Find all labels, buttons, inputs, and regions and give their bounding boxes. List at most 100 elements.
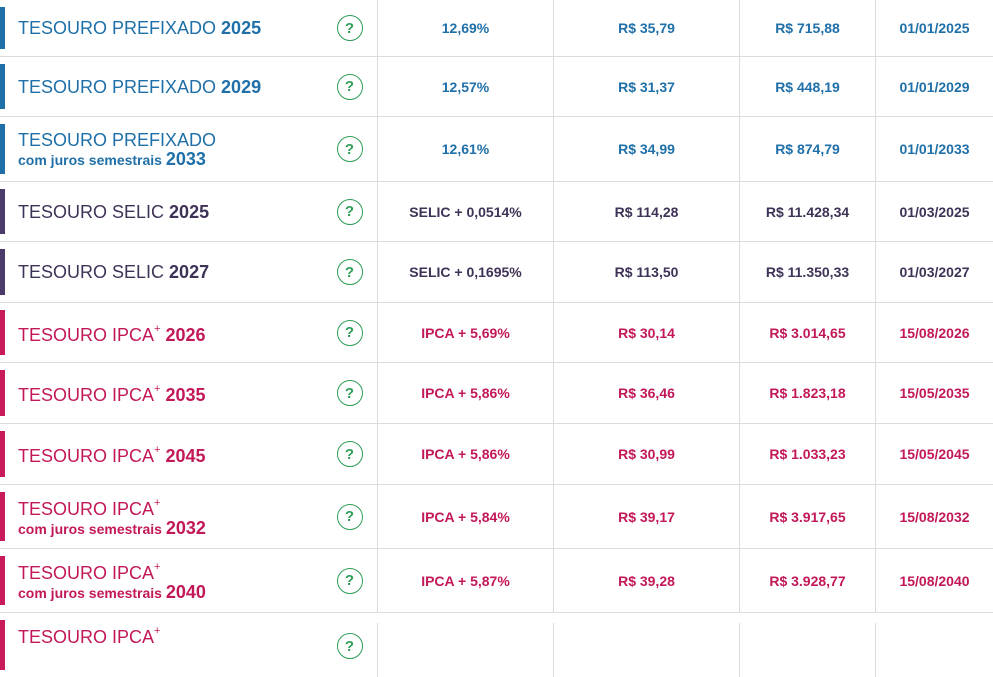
bond-name-superscript: +	[154, 497, 161, 509]
table-row[interactable]: TESOURO PREFIXADO 2029 ? 12,57% R$ 31,37…	[0, 57, 993, 117]
bond-name-superscript: +	[154, 561, 161, 573]
maturity-cell: 01/01/2025	[899, 20, 970, 36]
help-icon[interactable]: ?	[336, 441, 363, 467]
bond-year: 2026	[165, 324, 206, 345]
help-icon[interactable]: ?	[336, 73, 363, 100]
rate-cell: IPCA + 5,87%	[378, 549, 554, 612]
help-icon[interactable]: ?	[336, 15, 363, 41]
rate-cell: 12,57%	[378, 57, 554, 116]
bond-name: TESOURO PREFIXADO	[18, 129, 217, 150]
bond-name: TESOURO PREFIXADO	[18, 76, 217, 97]
bond-subtitle: com juros semestrais	[18, 585, 162, 601]
rate-cell: 12,61%	[378, 117, 554, 181]
category-bar	[0, 64, 5, 109]
unit-price-cell: R$ 1.033,23	[740, 424, 876, 484]
maturity-cell: 01/03/2027	[899, 264, 970, 280]
bond-year: 2040	[165, 582, 206, 602]
rate-cell: 12,69%	[378, 0, 554, 56]
category-bar	[0, 620, 5, 670]
min-investment-cell	[554, 623, 740, 677]
help-icon[interactable]: ?	[336, 198, 363, 225]
min-investment-cell: R$ 30,99	[554, 424, 740, 484]
table-row[interactable]: TESOURO IPCA+ 2026 ? IPCA + 5,69% R$ 30,…	[0, 303, 993, 363]
min-investment-cell: R$ 34,99	[554, 117, 740, 181]
rate-cell: IPCA + 5,86%	[378, 424, 554, 484]
maturity-cell: 01/01/2029	[899, 78, 970, 95]
bond-name: TESOURO IPCA	[18, 499, 155, 519]
rate-cell: SELIC + 0,1695%	[378, 242, 554, 302]
category-bar	[0, 556, 5, 605]
help-icon[interactable]: ?	[336, 319, 363, 346]
min-investment-cell: R$ 113,50	[554, 242, 740, 302]
unit-price-cell	[740, 623, 876, 677]
help-icon[interactable]: ?	[336, 259, 363, 285]
bond-name-cell: TESOURO PREFIXADO com juros semestrais 2…	[0, 117, 322, 181]
min-investment-cell: R$ 31,37	[554, 57, 740, 116]
bond-year: 2035	[165, 385, 206, 405]
help-icon[interactable]: ?	[336, 380, 363, 406]
rate-cell: IPCA + 5,69%	[378, 303, 554, 362]
bond-year: 2033	[165, 148, 206, 169]
maturity-cell	[876, 623, 993, 677]
maturity-cell: 15/08/2040	[899, 572, 970, 589]
table-row[interactable]: TESOURO IPCA+ 2045 ? IPCA + 5,86% R$ 30,…	[0, 424, 993, 485]
unit-price-cell: R$ 11.428,34	[740, 182, 876, 241]
category-bar	[0, 431, 5, 477]
bond-year: 2025	[169, 201, 210, 222]
table-row[interactable]: TESOURO IPCA+ ?	[0, 613, 993, 677]
bond-name-cell: TESOURO IPCA+ 2045	[0, 424, 322, 484]
bond-year: 2032	[165, 518, 206, 538]
maturity-cell: 01/01/2033	[899, 141, 970, 157]
maturity-cell: 15/08/2026	[899, 324, 970, 341]
help-icon[interactable]: ?	[336, 633, 363, 659]
bond-name-superscript: +	[154, 322, 161, 335]
unit-price-cell: R$ 3.014,65	[740, 303, 876, 362]
min-investment-cell: R$ 39,17	[554, 485, 740, 548]
unit-price-cell: R$ 11.350,33	[740, 242, 876, 302]
maturity-cell: 15/05/2035	[899, 385, 970, 401]
maturity-cell: 15/05/2045	[899, 446, 970, 462]
category-bar	[0, 189, 5, 234]
category-bar	[0, 492, 5, 541]
unit-price-cell: R$ 715,88	[740, 0, 876, 56]
bond-name-cell: TESOURO IPCA+ 2026	[0, 303, 322, 362]
unit-price-cell: R$ 874,79	[740, 117, 876, 181]
min-investment-cell: R$ 35,79	[554, 0, 740, 56]
table-row[interactable]: TESOURO IPCA+ com juros semestrais 2040 …	[0, 549, 993, 613]
bond-year: 2025	[221, 18, 262, 38]
min-investment-cell: R$ 36,46	[554, 363, 740, 423]
bond-name-cell: TESOURO IPCA+ com juros semestrais 2032	[0, 485, 322, 548]
bond-name: TESOURO IPCA	[18, 446, 155, 466]
min-investment-cell: R$ 114,28	[554, 182, 740, 241]
bond-name-cell: TESOURO IPCA+	[0, 623, 322, 647]
unit-price-cell: R$ 3.928,77	[740, 549, 876, 612]
help-icon[interactable]: ?	[336, 567, 363, 594]
category-bar	[0, 124, 5, 174]
table-row[interactable]: TESOURO IPCA+ 2035 ? IPCA + 5,86% R$ 36,…	[0, 363, 993, 424]
table-row[interactable]: TESOURO SELIC 2027 ? SELIC + 0,1695% R$ …	[0, 242, 993, 303]
min-investment-cell: R$ 30,14	[554, 303, 740, 362]
bond-name: TESOURO PREFIXADO	[18, 18, 217, 38]
bond-name-superscript: +	[154, 625, 161, 637]
bond-subtitle: com juros semestrais	[18, 521, 162, 537]
bond-name: TESOURO SELIC	[18, 262, 165, 282]
rate-cell	[378, 623, 554, 677]
maturity-cell: 01/03/2025	[899, 203, 970, 220]
table-row[interactable]: TESOURO PREFIXADO com juros semestrais 2…	[0, 117, 993, 182]
bond-name-cell: TESOURO IPCA+ 2035	[0, 363, 322, 423]
help-icon[interactable]: ?	[336, 503, 363, 530]
rate-cell: IPCA + 5,86%	[378, 363, 554, 423]
help-icon[interactable]: ?	[336, 136, 363, 162]
bond-name-superscript: +	[154, 444, 161, 456]
bond-name-cell: TESOURO IPCA+ com juros semestrais 2040	[0, 549, 322, 612]
bond-name: TESOURO IPCA	[18, 385, 155, 405]
bond-name: TESOURO IPCA	[18, 627, 155, 647]
category-bar	[0, 7, 5, 49]
bond-year: 2029	[221, 76, 262, 97]
unit-price-cell: R$ 3.917,65	[740, 485, 876, 548]
table-row[interactable]: TESOURO SELIC 2025 ? SELIC + 0,0514% R$ …	[0, 182, 993, 242]
table-row[interactable]: TESOURO IPCA+ com juros semestrais 2032 …	[0, 485, 993, 549]
category-bar	[0, 310, 5, 355]
table-row[interactable]: TESOURO PREFIXADO 2025 ? 12,69% R$ 35,79…	[0, 0, 993, 57]
